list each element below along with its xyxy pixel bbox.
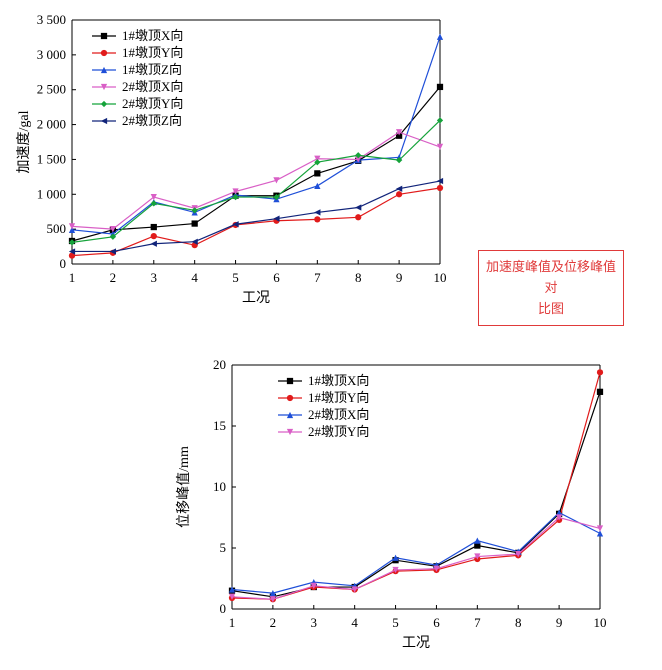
svg-text:10: 10 <box>594 615 607 630</box>
svg-text:2#墩顶Y向: 2#墩顶Y向 <box>122 96 183 111</box>
svg-text:10: 10 <box>213 479 226 494</box>
svg-text:0: 0 <box>60 256 67 271</box>
svg-text:2#墩顶X向: 2#墩顶X向 <box>308 407 369 422</box>
acceleration-chart-panel: 0 500 1 000 1 500 2 000 2 500 3 000 3 500 1 2 3 4 5 6… <box>10 10 450 310</box>
svg-text:1#墩顶X向: 1#墩顶X向 <box>308 373 369 388</box>
svg-text:5: 5 <box>220 540 227 555</box>
svg-text:1#墩顶Y向: 1#墩顶Y向 <box>308 390 369 405</box>
svg-text:3 000: 3 000 <box>37 47 66 62</box>
svg-text:2 500: 2 500 <box>37 82 66 97</box>
svg-text:位移峰值/mm: 位移峰值/mm <box>176 446 192 528</box>
svg-text:9: 9 <box>556 615 563 630</box>
caption-line-1: 加速度峰值及位移峰值对 <box>486 259 616 295</box>
svg-text:7: 7 <box>314 270 321 285</box>
svg-text:1 000: 1 000 <box>37 186 66 201</box>
svg-text:7: 7 <box>474 615 481 630</box>
acceleration-chart-svg: 0 500 1 000 1 500 2 000 2 500 3 000 3 500 1 2 3 4 5 6… <box>10 10 450 310</box>
caption-line-2: 比图 <box>538 301 564 316</box>
svg-text:6: 6 <box>433 615 440 630</box>
svg-text:10: 10 <box>434 270 447 285</box>
svg-text:1 500: 1 500 <box>37 151 66 166</box>
svg-text:2 000: 2 000 <box>37 117 66 132</box>
svg-text:4: 4 <box>191 270 198 285</box>
svg-text:加速度/gal: 加速度/gal <box>16 110 32 173</box>
displacement-chart-svg: 0 5 10 15 20 1 2 3 4 5 6 7 8 9 10 工况 位移峰值/mm 1#墩顶X向 1#墩顶Y向… <box>170 355 610 655</box>
svg-text:4: 4 <box>351 615 358 630</box>
svg-text:5: 5 <box>392 615 399 630</box>
svg-text:6: 6 <box>273 270 280 285</box>
svg-text:2: 2 <box>270 615 277 630</box>
displacement-chart-panel: 0 5 10 15 20 1 2 3 4 5 6 7 8 9 10 工况 位移峰值/mm 1#墩顶X向 1#墩顶Y向… <box>170 355 610 655</box>
svg-text:5: 5 <box>232 270 239 285</box>
svg-text:2#墩顶Y向: 2#墩顶Y向 <box>308 424 369 439</box>
svg-text:3: 3 <box>311 615 318 630</box>
svg-text:8: 8 <box>515 615 522 630</box>
svg-text:9: 9 <box>396 270 403 285</box>
svg-text:2#墩顶Z向: 2#墩顶Z向 <box>122 113 182 128</box>
svg-text:1#墩顶X向: 1#墩顶X向 <box>122 28 183 43</box>
svg-text:15: 15 <box>213 418 226 433</box>
svg-text:2: 2 <box>110 270 117 285</box>
svg-text:2#墩顶X向: 2#墩顶X向 <box>122 79 183 94</box>
svg-text:工况: 工况 <box>242 291 270 306</box>
svg-text:1#墩顶Z向: 1#墩顶Z向 <box>122 62 182 77</box>
svg-text:1#墩顶Y向: 1#墩顶Y向 <box>122 45 183 60</box>
svg-text:8: 8 <box>355 270 362 285</box>
svg-text:3 500: 3 500 <box>37 12 66 27</box>
svg-text:20: 20 <box>213 357 226 372</box>
svg-text:工况: 工况 <box>402 636 430 651</box>
svg-text:500: 500 <box>47 221 67 236</box>
svg-text:1: 1 <box>69 270 76 285</box>
caption-box: 加速度峰值及位移峰值对 比图 <box>478 250 624 326</box>
svg-text:3: 3 <box>151 270 158 285</box>
svg-text:0: 0 <box>220 601 227 616</box>
svg-text:1: 1 <box>229 615 236 630</box>
